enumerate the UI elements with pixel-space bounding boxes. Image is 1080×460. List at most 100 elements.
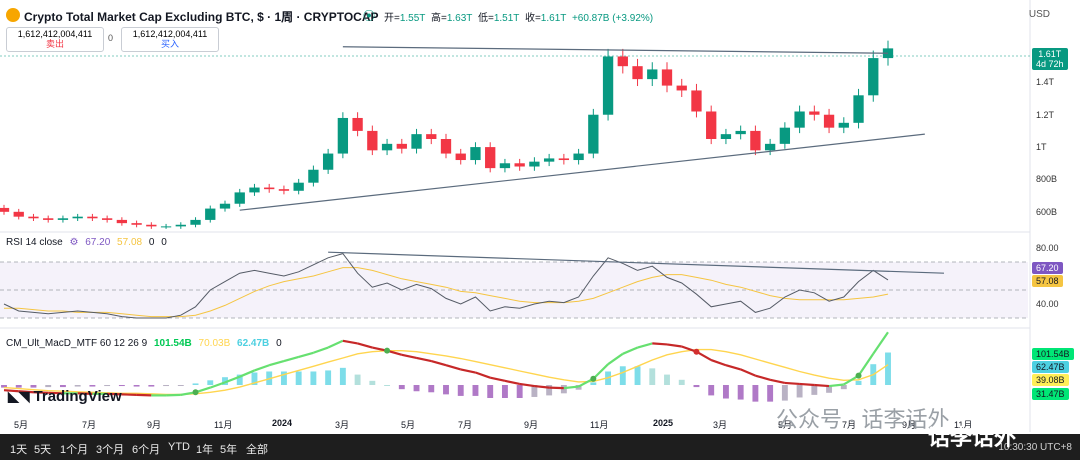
- macd-line-segment: [828, 383, 844, 388]
- range-3m[interactable]: 3个月: [96, 444, 125, 456]
- macd-histogram-bar: [752, 385, 759, 402]
- symbol-title[interactable]: Crypto Total Market Cap Excluding BTC, $…: [24, 10, 379, 24]
- macd-histogram-bar: [443, 385, 449, 395]
- candle-body: [396, 143, 407, 149]
- macd-tag: 39.08B: [1032, 374, 1069, 386]
- macd-histogram-bar: [148, 385, 155, 387]
- macd-line-segment: [814, 383, 830, 388]
- macd-value-2: 70.03B: [198, 338, 231, 349]
- macd-histogram-bar: [384, 385, 391, 386]
- candle-body: [470, 147, 481, 161]
- macd-line-segment: [3, 389, 19, 393]
- macd-value-3: 62.47B: [237, 338, 270, 349]
- macd-histogram-bar: [516, 385, 523, 398]
- range-1m[interactable]: 1个月: [60, 444, 89, 456]
- last-price-tag: 1.61T 4d 72h: [1032, 48, 1068, 70]
- range-5y[interactable]: 5年: [220, 444, 238, 456]
- candle-body: [249, 187, 260, 193]
- candle-body: [588, 114, 599, 154]
- macd-histogram-bar: [354, 374, 361, 385]
- candle-body: [455, 153, 466, 161]
- candle-body: [558, 158, 570, 161]
- macd-histogram-bar: [501, 385, 508, 398]
- rsi-trendline: [328, 251, 945, 274]
- time-range-bar: 1天 5天 1个月 3个月 6个月 YTD 1年 5年 全部 10:30:30 …: [0, 434, 1080, 460]
- macd-line-segment: [77, 392, 93, 395]
- x-tick-label: 7月: [458, 420, 473, 430]
- macd-legend-label: CM_Ult_MacD_MTF 60 12 26 9: [6, 338, 148, 349]
- x-tick-label: 11月: [590, 420, 609, 430]
- macd-histogram-bar: [280, 371, 287, 385]
- macd-line-segment: [18, 390, 34, 394]
- macd-cross-dot: [590, 375, 597, 382]
- macd-histogram-bar: [664, 374, 670, 385]
- macd-line-segment: [710, 359, 727, 367]
- candle-body: [337, 117, 349, 154]
- macd-histogram-bar: [89, 385, 96, 387]
- range-6m[interactable]: 6个月: [132, 444, 161, 456]
- macd-histogram-bar: [118, 385, 125, 387]
- macd-legend[interactable]: CM_Ult_MacD_MTF 60 12 26 9 101.54B 70.03…: [6, 338, 282, 349]
- macd-histogram-bar: [649, 368, 656, 385]
- range-all[interactable]: 全部: [246, 444, 268, 456]
- macd-histogram-bar: [207, 380, 214, 385]
- candle-body: [750, 130, 761, 151]
- x-tick-label: 5月: [401, 420, 416, 430]
- macd-histogram-bar: [840, 385, 847, 390]
- candle-body: [13, 211, 24, 217]
- range-ytd[interactable]: YTD: [168, 441, 190, 453]
- macd-line-segment: [107, 392, 122, 396]
- macd-line-segment: [166, 393, 181, 397]
- candle-body: [720, 134, 732, 139]
- macd-line-segment: [342, 339, 358, 345]
- chart-header: Crypto Total Market Cap Excluding BTC, $…: [0, 0, 1030, 30]
- currency-label[interactable]: USD: [1028, 9, 1050, 20]
- macd-line-segment: [652, 342, 668, 346]
- macd-histogram-bar: [15, 385, 22, 388]
- candle-body: [72, 216, 83, 219]
- candle-body: [426, 134, 437, 139]
- macd-histogram-bar: [310, 371, 317, 385]
- candle-body: [131, 223, 142, 225]
- range-5d[interactable]: 5天: [34, 444, 52, 456]
- eye-icon[interactable]: ⦿: [363, 9, 376, 23]
- macd-line-segment: [430, 360, 447, 367]
- candle-body: [691, 90, 702, 112]
- macd-line-segment: [549, 386, 564, 390]
- x-tick-label: 2025: [653, 418, 674, 428]
- candle-body: [0, 207, 10, 212]
- x-tick-label: 7月: [82, 420, 97, 430]
- range-1y[interactable]: 1年: [196, 444, 214, 456]
- macd-line-segment: [327, 339, 344, 349]
- settings-icon[interactable]: ⚙: [69, 237, 79, 248]
- macd-histogram-bar: [590, 382, 597, 385]
- macd-histogram-bar: [531, 385, 538, 397]
- rsi-level-label: 40.00: [1036, 299, 1059, 309]
- candle-body: [322, 153, 334, 170]
- x-tick-label: 5月: [14, 420, 29, 430]
- x-tick-label: 9月: [147, 420, 162, 430]
- buy-button[interactable]: 1,612,412,004,411 买入: [121, 27, 219, 52]
- macd-line-segment: [209, 381, 226, 389]
- x-tick-label: 11月: [954, 420, 973, 430]
- sell-button[interactable]: 1,612,412,004,411 卖出: [6, 27, 104, 52]
- clock[interactable]: 10:30:30 UTC+8: [998, 442, 1072, 453]
- macd-line-segment: [725, 364, 741, 371]
- macd-line-segment: [298, 351, 314, 358]
- macd-line-segment: [416, 356, 432, 363]
- candle-body: [440, 139, 452, 154]
- range-1d[interactable]: 1天: [10, 444, 28, 456]
- candle-body: [352, 117, 363, 131]
- rsi-legend[interactable]: RSI 14 close ⚙ 67.20 57.08 0 0: [6, 237, 167, 248]
- tradingview-logo[interactable]: ◣◥ TradingView: [8, 388, 122, 405]
- bar-countdown: 4d 72h: [1036, 59, 1064, 69]
- candle-body: [602, 56, 614, 115]
- rsi-value: 67.20: [85, 237, 111, 248]
- candle-body: [101, 218, 113, 220]
- candle-body: [676, 85, 687, 91]
- macd-line-segment: [445, 364, 462, 371]
- macd-line-segment: [784, 381, 800, 386]
- macd-line-segment: [755, 374, 771, 381]
- macd-histogram-bar: [560, 385, 567, 394]
